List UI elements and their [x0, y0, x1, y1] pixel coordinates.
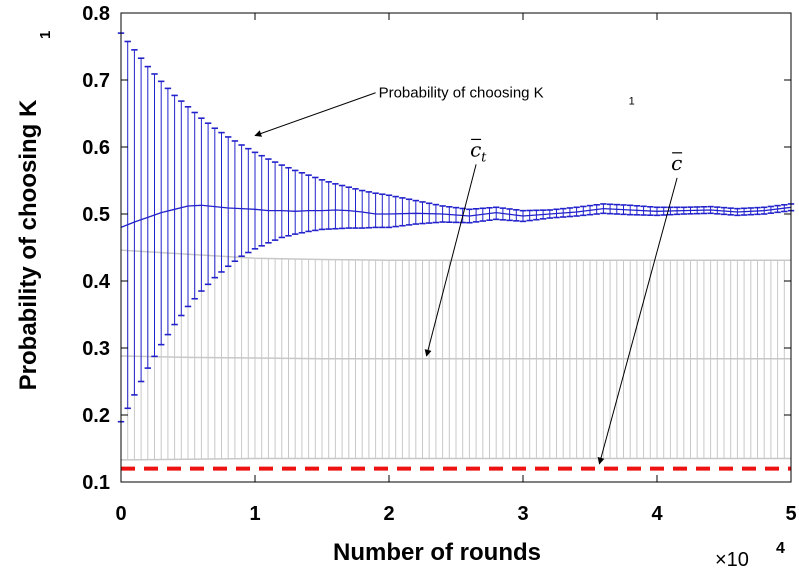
ann-cbar-symbol: c [671, 151, 682, 175]
y-tick-label: 0.8 [82, 3, 110, 25]
y-tick-label: 0.7 [82, 70, 110, 92]
y-tick-label: 0.1 [82, 472, 110, 494]
y-tick-label: 0.6 [82, 137, 110, 159]
ann-ct-arrow [424, 164, 477, 357]
y-axis-label: Probability of choosing K [15, 99, 42, 390]
k1-mean-line [120, 204, 792, 229]
c-t-upper-line [120, 249, 791, 261]
x-tick-label: 5 [785, 503, 796, 525]
ann-k1-subscript: 1 [629, 96, 635, 108]
x-axis-label: Number of rounds [333, 539, 541, 566]
c-t-lower-line [120, 457, 791, 461]
ann-k1-arrow [254, 92, 376, 137]
c-t-mean-line [120, 355, 791, 360]
ann-k1-text: Probability of choosing K [379, 85, 544, 102]
series-lines [120, 204, 792, 471]
x-tick-label: 4 [651, 503, 663, 525]
y-tick-label: 0.2 [82, 405, 110, 427]
series-c-t-errorbars [120, 249, 792, 461]
x-tick-label: 3 [517, 503, 528, 525]
ann-cbar-arrow [597, 177, 678, 465]
annotations: Probability of choosing K 1c t c [254, 85, 682, 465]
y-tick-label: 0.4 [82, 271, 111, 293]
x-tick-label: 1 [249, 503, 260, 525]
y-axis-label-subscript: 1 [37, 31, 54, 39]
ann-ct-symbol: c [470, 137, 481, 161]
axis-ticks: 0 1 2 3 4 5 0.1 0.2 0.3 0.4 0.5 0.6 0.7 0.8 [82, 3, 796, 525]
ann-ct-subscript: t [481, 150, 487, 165]
x-multiplier-exponent: 4 [776, 540, 785, 557]
y-tick-label: 0.3 [82, 338, 110, 360]
plot-area-border [120, 12, 792, 483]
x-tick-label: 2 [383, 503, 394, 525]
x-tick-label: 0 [115, 503, 126, 525]
x-multiplier: ×10 [715, 549, 749, 571]
y-tick-label: 0.5 [82, 204, 110, 226]
